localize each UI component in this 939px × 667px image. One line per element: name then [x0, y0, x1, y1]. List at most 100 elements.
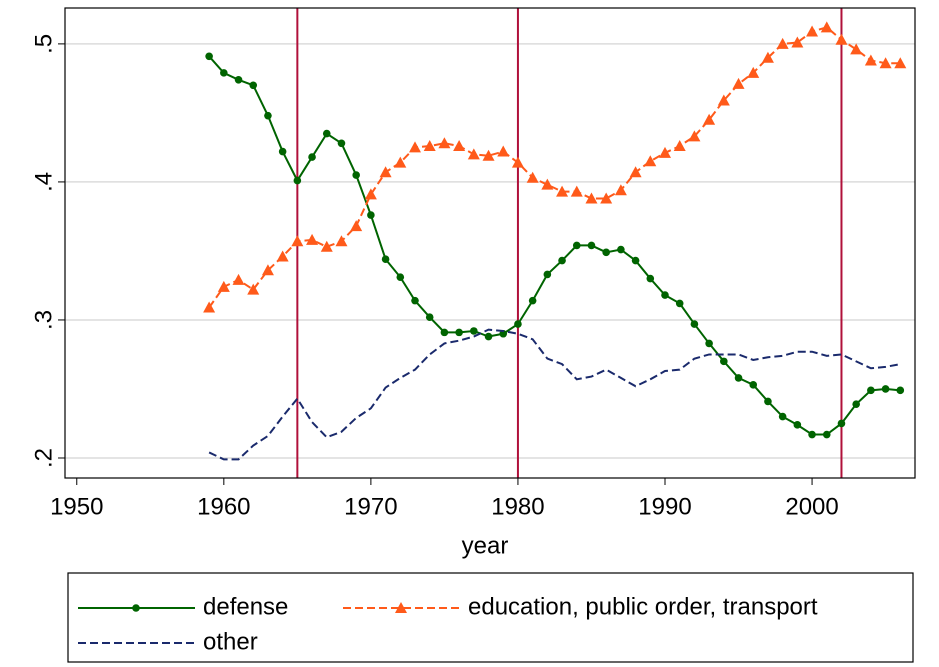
- point: [514, 320, 522, 328]
- point: [482, 149, 495, 161]
- point: [379, 166, 392, 178]
- line: [208, 26, 901, 309]
- point: [499, 329, 508, 338]
- point: [881, 385, 890, 393]
- point: [335, 235, 348, 247]
- point: [747, 66, 760, 78]
- point: [659, 146, 671, 158]
- line: [208, 328, 901, 461]
- point: [511, 156, 524, 168]
- point: [690, 320, 699, 328]
- point: [791, 36, 804, 48]
- point: [734, 374, 743, 382]
- point: [673, 140, 686, 152]
- point: [497, 145, 510, 157]
- point: [293, 176, 302, 185]
- point: [247, 283, 260, 295]
- point: [526, 171, 539, 183]
- point: [291, 235, 304, 247]
- point: [249, 81, 258, 90]
- series: [203, 21, 907, 313]
- point: [234, 75, 243, 84]
- point: [367, 211, 375, 219]
- legend-item: other: [78, 628, 258, 655]
- point: [793, 421, 802, 429]
- point: [675, 299, 684, 308]
- x-tick-label: 1980: [491, 493, 544, 520]
- point: [467, 148, 480, 160]
- point: [852, 400, 860, 408]
- point: [614, 184, 627, 196]
- point: [308, 153, 316, 161]
- legend-label: defense: [203, 593, 288, 620]
- point: [602, 248, 610, 257]
- point: [320, 240, 333, 252]
- legend-label: other: [203, 628, 258, 655]
- point: [350, 220, 363, 232]
- point: [453, 140, 466, 152]
- x-tick-label: 2000: [785, 493, 838, 520]
- point: [394, 156, 407, 168]
- legend-box: [67, 572, 914, 663]
- point: [835, 33, 848, 45]
- point: [867, 386, 875, 395]
- point: [572, 241, 581, 250]
- point: [558, 256, 566, 265]
- x-tick-label: 1960: [197, 493, 250, 520]
- point: [749, 381, 758, 389]
- point: [455, 328, 463, 337]
- series: [208, 328, 901, 461]
- point: [661, 291, 669, 299]
- point: [705, 339, 713, 348]
- point: [879, 57, 892, 69]
- point: [644, 155, 657, 167]
- point: [337, 139, 346, 148]
- point: [425, 313, 434, 321]
- point: [528, 296, 537, 305]
- legend-item: defense: [78, 593, 288, 620]
- point: [776, 37, 789, 49]
- point: [261, 264, 274, 276]
- point: [720, 357, 728, 366]
- legend-marker: [395, 602, 407, 613]
- point: [717, 94, 730, 106]
- point: [470, 327, 478, 335]
- point: [646, 274, 655, 283]
- plot-frame: [64, 7, 916, 479]
- y-tick-label: .2: [30, 448, 57, 468]
- point: [364, 188, 377, 200]
- point: [764, 397, 772, 406]
- y-tick-label: .3: [30, 310, 57, 330]
- legend-marker: [132, 604, 140, 612]
- point: [732, 77, 745, 89]
- point: [808, 430, 816, 439]
- point: [381, 255, 390, 264]
- point: [837, 419, 846, 428]
- point: [232, 273, 245, 285]
- point: [617, 245, 625, 254]
- point: [205, 52, 213, 61]
- point: [440, 328, 449, 337]
- point: [806, 25, 819, 37]
- point: [278, 147, 287, 156]
- point: [276, 250, 289, 262]
- point: [631, 256, 640, 265]
- y-tick-label: .5: [30, 34, 57, 54]
- point: [850, 43, 863, 55]
- point: [352, 171, 360, 179]
- point: [484, 332, 493, 341]
- x-tick-label: 1950: [50, 493, 103, 520]
- point: [761, 51, 774, 63]
- y-tick-label: .4: [30, 172, 57, 192]
- x-tick-label: 1990: [638, 493, 691, 520]
- point: [896, 386, 905, 395]
- point: [703, 113, 716, 125]
- point: [438, 137, 451, 149]
- legend-label: education, public order, transport: [468, 593, 818, 620]
- point: [396, 273, 405, 281]
- point: [423, 140, 436, 152]
- point: [409, 141, 421, 153]
- point: [543, 270, 552, 279]
- legend-item: education, public order, transport: [343, 593, 818, 620]
